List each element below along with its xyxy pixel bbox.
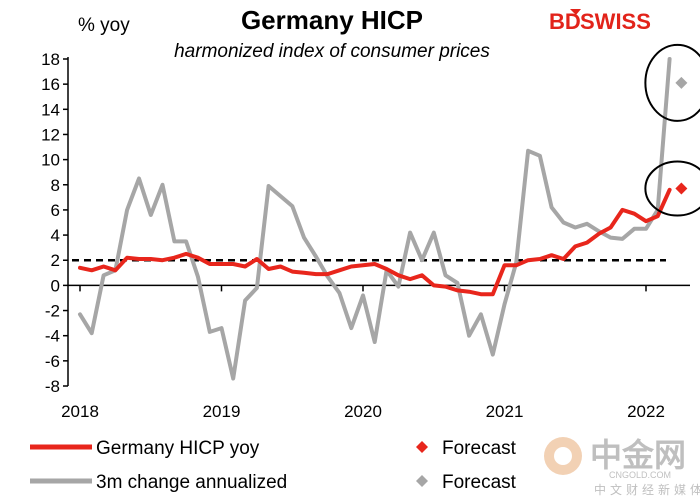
y-tick-label: 12 xyxy=(41,125,60,144)
watermark-logo-inner-icon xyxy=(554,447,572,465)
legend-swatch-forecast-grey xyxy=(416,475,428,487)
x-tick-label: 2021 xyxy=(486,402,524,421)
watermark-title: 中金网 xyxy=(590,437,686,473)
y-tick-label: 0 xyxy=(51,276,60,295)
x-tick-label: 2020 xyxy=(344,402,382,421)
y-tick-label: 18 xyxy=(41,50,60,69)
annotation-circle-hicp-forecast xyxy=(644,160,700,217)
y-tick-label: 4 xyxy=(51,226,60,245)
legend: Germany HICP yoy Forecast 3m change annu… xyxy=(30,438,517,493)
y-tick-label: 2 xyxy=(51,251,60,270)
legend-label-forecast-red: Forecast xyxy=(442,438,517,459)
forecast-marker-3m-annualized xyxy=(675,76,688,89)
y-tick-label: -2 xyxy=(45,302,60,321)
logo-mark-icon xyxy=(570,9,581,15)
series-line-hicp-yoy xyxy=(78,187,672,297)
watermark-tagline: 中文财经新媒体 xyxy=(594,482,700,497)
watermark-domain: CNGOLD.COM xyxy=(609,470,671,480)
chart-title: Germany HICP xyxy=(241,5,423,35)
legend-swatch-forecast-red xyxy=(416,441,428,453)
x-tick-label: 2019 xyxy=(203,402,241,421)
y-tick-label: 6 xyxy=(51,201,60,220)
logo-swiss-text: SWISS xyxy=(580,9,651,34)
y-tick-label: 14 xyxy=(41,100,60,119)
y-tick-label: 10 xyxy=(41,151,60,170)
x-tick-label: 2018 xyxy=(61,402,99,421)
x-axis: 2018 2019 2020 2021 2022 xyxy=(61,284,690,421)
annotation-circle-3m-forecast xyxy=(644,43,700,122)
legend-label-3m-annualized: 3m change annualized xyxy=(96,472,287,493)
legend-label-forecast-grey: Forecast xyxy=(442,472,517,493)
chart-subtitle: harmonized index of consumer prices xyxy=(174,41,490,62)
x-tick-label: 2022 xyxy=(627,402,665,421)
cngold-watermark: 中金网 CNGOLD.COM 中文财经新媒体 xyxy=(544,437,700,497)
forecast-marker-hicp-yoy xyxy=(675,182,688,195)
series-line-3m-annualized xyxy=(78,57,672,381)
y-tick-label: 16 xyxy=(41,75,60,94)
legend-label-hicp-yoy: Germany HICP yoy xyxy=(96,438,260,459)
y-tick-label: -6 xyxy=(45,352,60,371)
y-tick-label: -8 xyxy=(45,377,60,396)
y-tick-label: -4 xyxy=(45,327,60,346)
bdswiss-logo: BD SWISS xyxy=(549,9,651,34)
y-axis-unit: % yoy xyxy=(78,15,130,36)
y-tick-label: 8 xyxy=(51,176,60,195)
y-axis: -8 -6 -4 -2 0 2 4 6 8 10 12 14 16 18 xyxy=(41,50,69,396)
